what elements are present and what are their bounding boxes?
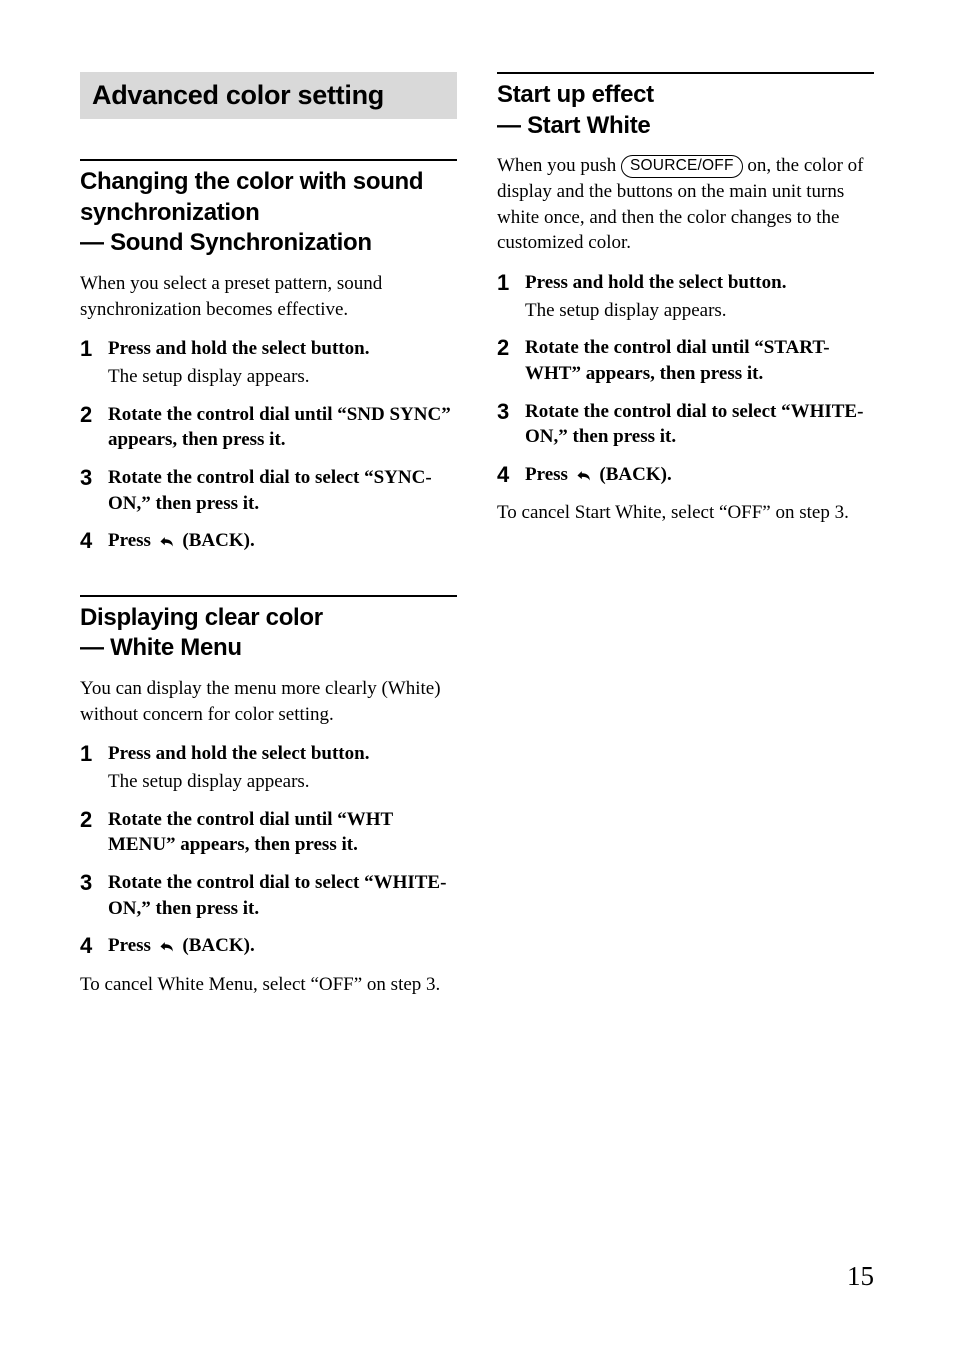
step-body: Rotate the control dial to select “WHITE… [108,870,457,921]
intro-pre: When you push [497,155,621,176]
steps-list: 1 Press and hold the select button. The … [497,270,874,488]
title-text-2: — Start White [497,112,650,139]
step-number: 3 [80,465,98,491]
section-title: Advanced color setting [92,80,445,111]
steps-list: 1 Press and hold the select button. The … [80,336,457,554]
step-1: 1 Press and hold the select button. The … [80,741,457,794]
step-instruction-post: (BACK). [178,530,255,551]
step-3: 3 Rotate the control dial to select “SYN… [80,465,457,516]
step-2: 2 Rotate the control dial until “WHT MEN… [80,807,457,858]
step-instruction-post: (BACK). [595,464,672,485]
step-number: 4 [80,528,98,554]
step-instruction-pre: Press [525,464,573,485]
step-body: Rotate the control dial to select “SYNC-… [108,465,457,516]
step-4: 4 Press (BACK). [80,933,457,959]
step-instruction: Press and hold the select button. [108,336,457,362]
step-2: 2 Rotate the control dial until “SND SYN… [80,402,457,453]
step-4: 4 Press (BACK). [497,462,874,488]
step-body: Rotate the control dial until “WHT MENU”… [108,807,457,858]
step-result: The setup display appears. [108,769,457,795]
right-column: Start up effect — Start White When you p… [497,72,874,1037]
page-number: 15 [847,1261,874,1292]
steps-list: 1 Press and hold the select button. The … [80,741,457,959]
title-text-2: — Sound Synchronization [80,229,372,256]
subsection-rule [80,159,457,161]
step-instruction: Rotate the control dial until “SND SYNC”… [108,402,457,453]
step-number: 2 [497,335,515,361]
source-off-button-label: SOURCE/OFF [621,155,743,177]
step-3: 3 Rotate the control dial to select “WHI… [497,399,874,450]
step-number: 3 [497,399,515,425]
step-instruction-pre: Press [108,530,156,551]
cancel-note: To cancel White Menu, select “OFF” on st… [80,972,457,998]
subsection-start-white: Start up effect — Start White When you p… [497,72,874,526]
step-instruction: Rotate the control dial until “START-WHT… [525,335,874,386]
intro-text: You can display the menu more clearly (W… [80,676,457,727]
step-number: 1 [497,270,515,296]
step-instruction: Rotate the control dial until “WHT MENU”… [108,807,457,858]
step-1: 1 Press and hold the select button. The … [80,336,457,389]
subsection-title: Start up effect — Start White [497,80,874,141]
subsection-rule [80,595,457,597]
title-text-1: Changing the color with sound synchroniz… [80,168,423,226]
step-number: 4 [497,462,515,488]
subsection-sound-sync: Changing the color with sound synchroniz… [80,159,457,555]
back-icon [158,532,176,553]
step-body: Press and hold the select button. The se… [525,270,874,323]
manual-page: Advanced color setting Changing the colo… [0,0,954,1037]
step-body: Press (BACK). [525,462,874,488]
step-instruction: Rotate the control dial to select “SYNC-… [108,465,457,516]
intro-text: When you select a preset pattern, sound … [80,271,457,322]
step-result: The setup display appears. [525,298,874,324]
step-number: 2 [80,807,98,833]
step-body: Rotate the control dial to select “WHITE… [525,399,874,450]
step-number: 3 [80,870,98,896]
step-instruction: Rotate the control dial to select “WHITE… [525,399,874,450]
subsection-rule [497,72,874,74]
step-instruction: Press and hold the select button. [108,741,457,767]
step-body: Rotate the control dial until “SND SYNC”… [108,402,457,453]
step-3: 3 Rotate the control dial to select “WHI… [80,870,457,921]
step-body: Press (BACK). [108,528,457,554]
subsection-title: Changing the color with sound synchroniz… [80,167,457,259]
step-instruction: Press and hold the select button. [525,270,874,296]
step-instruction-pre: Press [108,935,156,956]
subsection-white-menu: Displaying clear color — White Menu You … [80,595,457,998]
step-instruction: Rotate the control dial to select “WHITE… [108,870,457,921]
title-text-2: — White Menu [80,634,242,661]
step-1: 1 Press and hold the select button. The … [497,270,874,323]
step-number: 4 [80,933,98,959]
step-body: Press and hold the select button. The se… [108,336,457,389]
back-icon [575,466,593,487]
title-text-1: Start up effect [497,81,654,108]
subsection-title: Displaying clear color — White Menu [80,603,457,664]
step-result: The setup display appears. [108,364,457,390]
cancel-note: To cancel Start White, select “OFF” on s… [497,500,874,526]
step-body: Press (BACK). [108,933,457,959]
step-body: Rotate the control dial until “START-WHT… [525,335,874,386]
back-icon [158,937,176,958]
step-instruction-post: (BACK). [178,935,255,956]
intro-text: When you push SOURCE/OFF on, the color o… [497,153,874,256]
step-number: 2 [80,402,98,428]
left-column: Advanced color setting Changing the colo… [80,72,457,1037]
step-4: 4 Press (BACK). [80,528,457,554]
step-2: 2 Rotate the control dial until “START-W… [497,335,874,386]
step-body: Press and hold the select button. The se… [108,741,457,794]
title-text-1: Displaying clear color [80,604,323,631]
step-number: 1 [80,336,98,362]
section-title-bar: Advanced color setting [80,72,457,119]
step-number: 1 [80,741,98,767]
